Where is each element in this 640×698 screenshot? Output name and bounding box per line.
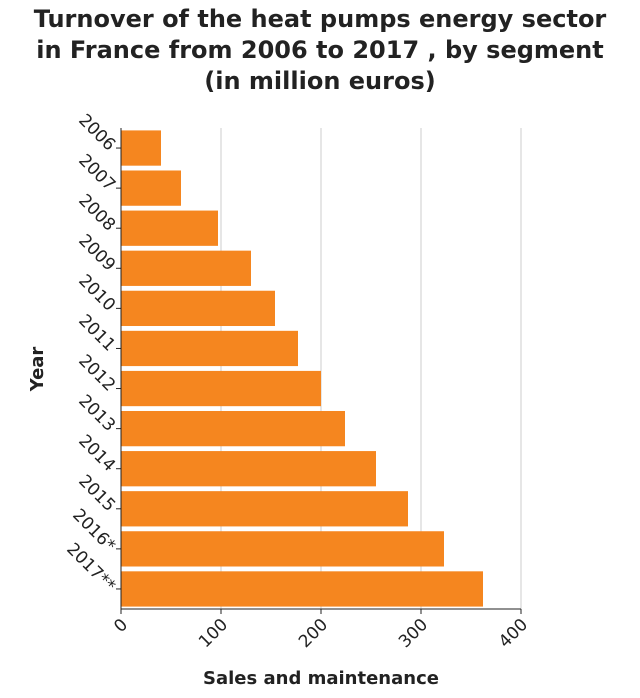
bar-2016*	[121, 531, 444, 567]
bar-2017**	[121, 571, 483, 607]
y-tick-label: 2012	[74, 351, 119, 396]
y-tick-label: 2008	[74, 191, 119, 236]
y-tick-label: 2009	[74, 231, 119, 276]
y-tick-label: 2007	[74, 150, 119, 195]
x-tick-label: 200	[295, 615, 332, 652]
y-tick-label: 2006	[74, 110, 119, 155]
chart-title-line-2: in France from 2006 to 2017 , by segment	[36, 36, 604, 64]
bar-2009	[121, 250, 251, 286]
bar-2010	[121, 290, 275, 327]
y-tick-label: 2013	[74, 391, 119, 436]
y-tick-label: 2014	[74, 431, 119, 476]
bar-2012	[121, 370, 321, 407]
grid-lines	[220, 128, 522, 609]
x-tick-label: 0	[110, 615, 132, 637]
bars	[121, 130, 483, 607]
bar-2011	[121, 330, 298, 367]
x-tick-label: 400	[495, 615, 532, 652]
bar-2006	[121, 130, 161, 166]
y-tick-label: 2011	[74, 311, 119, 356]
bar-2007	[121, 170, 181, 206]
y-tick-label: 2010	[74, 271, 119, 316]
chart-title-line-1: Turnover of the heat pumps energy sector	[33, 5, 607, 33]
chart-title: Turnover of the heat pumps energy sector…	[0, 4, 640, 97]
bar-2014	[121, 451, 376, 487]
bar-2008	[121, 210, 218, 246]
x-axis-title: Sales and maintenance	[203, 668, 439, 689]
y-axis-title: Year	[27, 347, 48, 393]
bar-2013	[121, 410, 345, 447]
chart-title-line-3: (in million euros)	[204, 67, 436, 95]
x-tick-label: 100	[195, 615, 232, 652]
bar-2015	[121, 491, 408, 527]
x-tick-label: 300	[395, 615, 432, 652]
